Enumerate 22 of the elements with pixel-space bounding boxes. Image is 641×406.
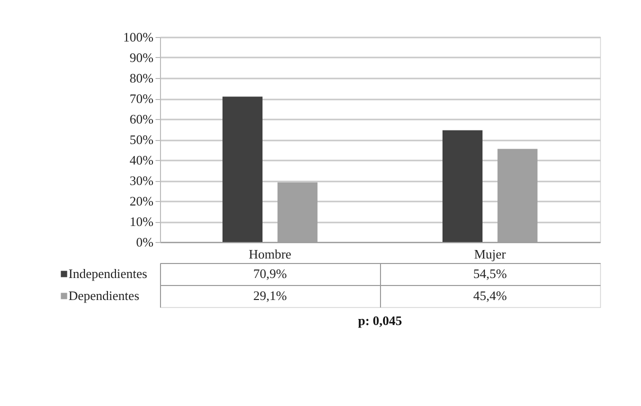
y-tick-label: 60% <box>130 112 154 126</box>
text: 54,5% <box>473 266 507 281</box>
y-tick-label: 20% <box>130 194 154 208</box>
y-tick-label: 50% <box>130 132 154 147</box>
text: p: 0,045 <box>358 313 403 328</box>
y-tick-label: 90% <box>130 50 154 65</box>
bar <box>222 96 262 242</box>
legend-label: Dependientes <box>68 288 140 303</box>
text: 45,4% <box>473 288 507 303</box>
y-tick-label: 10% <box>130 214 154 229</box>
y-tick-label: 70% <box>130 91 154 106</box>
y-tick-label: 0% <box>136 234 154 250</box>
y-tick-label: 80% <box>130 70 154 86</box>
bar <box>442 130 482 242</box>
y-tick-label: 30% <box>130 173 154 188</box>
y-tick-label: 40% <box>130 152 154 168</box>
y-tick-label: 100% <box>123 30 154 44</box>
x-tick-label: Hombre <box>248 246 292 262</box>
text: 29,1% <box>253 288 287 303</box>
x-tick-label: Mujer <box>474 246 507 262</box>
legend-label: Independientes <box>68 266 148 281</box>
text: 70,9% <box>253 266 287 281</box>
